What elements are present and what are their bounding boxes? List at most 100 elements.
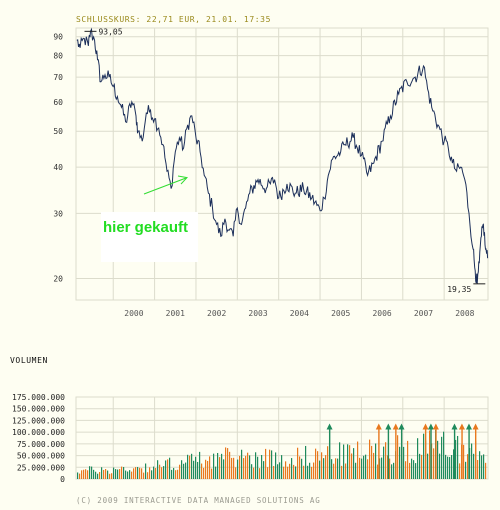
volume-bar xyxy=(213,453,215,479)
volume-bar xyxy=(319,460,321,479)
volume-bar xyxy=(217,452,219,479)
volume-bar xyxy=(263,461,265,479)
volume-spike-cap xyxy=(326,423,333,430)
volume-bar xyxy=(199,451,201,479)
volume-spike-cap xyxy=(398,423,405,430)
volume-bar xyxy=(445,454,447,479)
volume-bar xyxy=(155,468,157,479)
volume-bar xyxy=(83,469,85,479)
price-x-tick-label: 2002 xyxy=(207,309,226,318)
volume-bar xyxy=(323,458,325,479)
volume-bar xyxy=(307,465,309,479)
volume-bar xyxy=(411,458,413,479)
volume-y-tick-label: 125.000.000 xyxy=(12,416,65,425)
volume-bar xyxy=(479,451,481,479)
volume-y-tick-label: 0 xyxy=(60,475,65,484)
volume-bar xyxy=(453,449,455,479)
volume-spike-cap xyxy=(458,423,465,430)
volume-bar xyxy=(197,461,199,479)
volume-bar xyxy=(249,455,251,479)
volume-bar xyxy=(419,453,421,479)
volume-bar xyxy=(243,458,245,479)
volume-spike-cap xyxy=(385,423,392,430)
volume-bar xyxy=(77,472,79,479)
volume-bar xyxy=(379,458,381,479)
volume-bar xyxy=(359,457,361,479)
volume-bar xyxy=(305,445,307,479)
volume-spike xyxy=(430,427,432,479)
volume-bar xyxy=(437,440,439,479)
volume-bar xyxy=(337,458,339,479)
volume-bar xyxy=(137,466,139,479)
volume-bar xyxy=(201,463,203,479)
volume-bar xyxy=(279,462,281,479)
volume-bar xyxy=(127,471,129,479)
volume-bar xyxy=(81,470,83,479)
note-box: hier gekauft xyxy=(101,212,198,262)
volume-spike xyxy=(387,427,390,479)
volume-bar xyxy=(335,458,337,479)
price-y-tick-label: 40 xyxy=(53,163,63,172)
volume-bar xyxy=(191,453,193,479)
volume-spike xyxy=(461,427,463,479)
price-x-tick-label: 2008 xyxy=(455,309,474,318)
volume-bar xyxy=(427,453,429,479)
note-background xyxy=(101,212,198,262)
volume-bar xyxy=(247,452,249,479)
volume-bar xyxy=(141,468,143,479)
arrow-icon xyxy=(143,175,188,195)
volume-bar xyxy=(161,467,163,479)
volume-bar xyxy=(89,466,91,479)
volume-bar xyxy=(325,455,327,479)
volume-bar xyxy=(391,464,393,479)
volume-bar xyxy=(473,453,475,479)
volume-bar xyxy=(439,453,441,479)
volume-bar xyxy=(93,469,95,479)
volume-bar xyxy=(231,457,233,479)
volume-bar xyxy=(225,447,227,479)
volume-spike xyxy=(395,427,397,479)
volume-bar xyxy=(353,448,355,479)
volume-bar xyxy=(219,457,221,479)
volume-bar xyxy=(207,460,209,479)
volume-bar xyxy=(463,444,465,479)
volume-bar xyxy=(179,464,181,479)
volume-bar xyxy=(367,459,369,479)
volume-bar xyxy=(483,454,485,479)
volume-bar xyxy=(115,469,117,479)
volume-bar xyxy=(275,452,277,479)
volume-spike xyxy=(474,427,477,479)
price-plot-frame xyxy=(75,27,489,301)
price-x-tick-label: 2000 xyxy=(124,309,143,318)
volume-bar xyxy=(257,456,259,479)
volume-bar xyxy=(309,462,311,479)
volume-bar xyxy=(195,456,197,479)
volume-spike xyxy=(468,427,470,479)
volume-bar xyxy=(287,466,289,479)
volume-bar xyxy=(169,457,171,479)
volume-bar xyxy=(171,469,173,479)
volume-bar xyxy=(147,472,149,479)
volume-bar xyxy=(393,462,395,479)
volume-bar xyxy=(471,443,473,479)
price-x-tick-label: 2005 xyxy=(331,309,350,318)
volume-y-tick-label: 100.000.000 xyxy=(12,428,65,437)
price-y-tick-label: 80 xyxy=(53,52,63,61)
volume-bar xyxy=(451,455,453,479)
volume-bar xyxy=(79,473,81,479)
volume-bar xyxy=(95,471,97,479)
volume-bar xyxy=(317,451,319,479)
volume-bar xyxy=(157,460,159,479)
volume-bar xyxy=(237,459,239,479)
volume-bar xyxy=(467,454,469,479)
volume-bar xyxy=(303,465,305,479)
volume-bar xyxy=(153,466,155,479)
volume-bar xyxy=(133,468,135,479)
volume-bar xyxy=(375,443,377,479)
volume-bar xyxy=(143,472,145,479)
volume-bar xyxy=(339,442,341,479)
price-x-tick-label: 2003 xyxy=(248,309,267,318)
price-y-ticks: 90 80 70 60 50 40 30 20 xyxy=(53,33,63,284)
volume-bar xyxy=(399,446,401,479)
volume-bar xyxy=(223,459,225,479)
